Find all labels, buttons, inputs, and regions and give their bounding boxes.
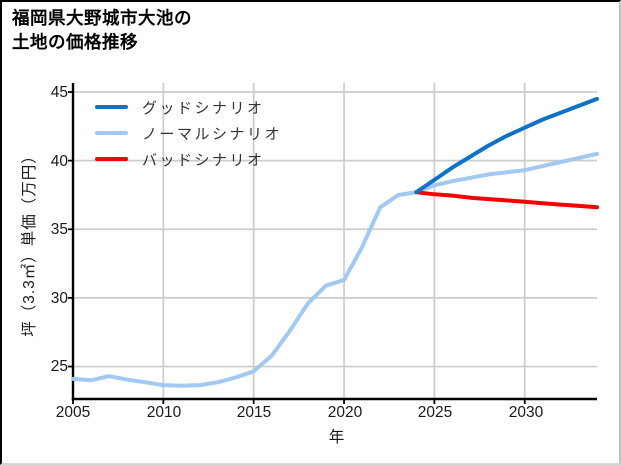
legend-item-normal: ノーマルシナリオ [95,120,282,146]
legend-label-normal: ノーマルシナリオ [142,125,283,143]
x-axis-label: 年 [328,429,346,446]
y-tick-25: 25 [50,358,68,375]
chart-title: 福岡県大野城市大池の 土地の価格推移 [12,7,192,54]
y-tick-30: 30 [50,290,68,307]
legend-item-bad: バッドシナリオ [95,146,282,172]
series-line-good [414,96,599,195]
x-tick-2030: 2030 [508,404,544,421]
y-axis-label: 坪（3.3㎡）単価（万円） [21,147,38,337]
series-line-normal [71,151,599,388]
series-line-bad [414,190,599,210]
legend-label-bad: バッドシナリオ [142,151,265,169]
x-tick-2015: 2015 [236,404,272,421]
y-tick-35: 35 [50,221,68,238]
x-tick-2010: 2010 [146,404,182,421]
bad-scenario-line-swatch [95,157,128,161]
x-tick-2005: 2005 [55,404,91,421]
good-scenario-line-swatch [95,105,128,109]
legend: グッドシナリオ ノーマルシナリオ バッドシナリオ [95,94,282,172]
legend-label-good: グッドシナリオ [142,99,265,117]
chart-title-line1: 福岡県大野城市大池の [12,8,192,28]
y-tick-40: 40 [50,153,68,170]
y-tick-45: 45 [50,84,68,101]
normal-scenario-line-swatch [95,131,128,135]
x-tick-2025: 2025 [417,404,453,421]
legend-item-good: グッドシナリオ [95,94,282,120]
chart-title-line2: 土地の価格推移 [12,31,138,52]
x-tick-2020: 2020 [327,404,363,421]
